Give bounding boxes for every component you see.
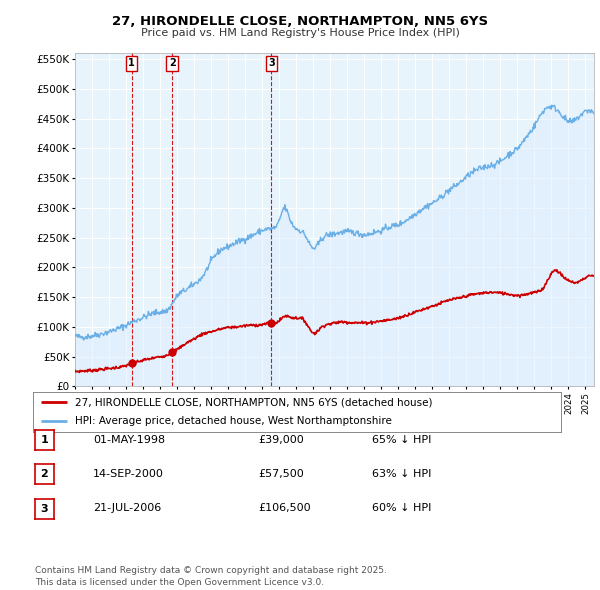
Text: 1: 1	[41, 435, 48, 445]
Text: 01-MAY-1998: 01-MAY-1998	[93, 435, 165, 444]
Text: 2: 2	[41, 470, 48, 479]
Text: 27, HIRONDELLE CLOSE, NORTHAMPTON, NN5 6YS: 27, HIRONDELLE CLOSE, NORTHAMPTON, NN5 6…	[112, 15, 488, 28]
Text: 3: 3	[268, 58, 275, 68]
Text: Contains HM Land Registry data © Crown copyright and database right 2025.
This d: Contains HM Land Registry data © Crown c…	[35, 566, 386, 587]
Text: 60% ↓ HPI: 60% ↓ HPI	[372, 503, 431, 513]
Text: 3: 3	[41, 504, 48, 513]
Text: 1: 1	[128, 58, 135, 68]
Text: 65% ↓ HPI: 65% ↓ HPI	[372, 435, 431, 444]
Text: HPI: Average price, detached house, West Northamptonshire: HPI: Average price, detached house, West…	[75, 417, 392, 427]
Text: 27, HIRONDELLE CLOSE, NORTHAMPTON, NN5 6YS (detached house): 27, HIRONDELLE CLOSE, NORTHAMPTON, NN5 6…	[75, 397, 433, 407]
Text: 63% ↓ HPI: 63% ↓ HPI	[372, 469, 431, 478]
Text: £57,500: £57,500	[258, 469, 304, 478]
Text: Price paid vs. HM Land Registry's House Price Index (HPI): Price paid vs. HM Land Registry's House …	[140, 28, 460, 38]
Text: 14-SEP-2000: 14-SEP-2000	[93, 469, 164, 478]
Text: 2: 2	[169, 58, 176, 68]
Text: £39,000: £39,000	[258, 435, 304, 444]
Text: 21-JUL-2006: 21-JUL-2006	[93, 503, 161, 513]
Text: £106,500: £106,500	[258, 503, 311, 513]
